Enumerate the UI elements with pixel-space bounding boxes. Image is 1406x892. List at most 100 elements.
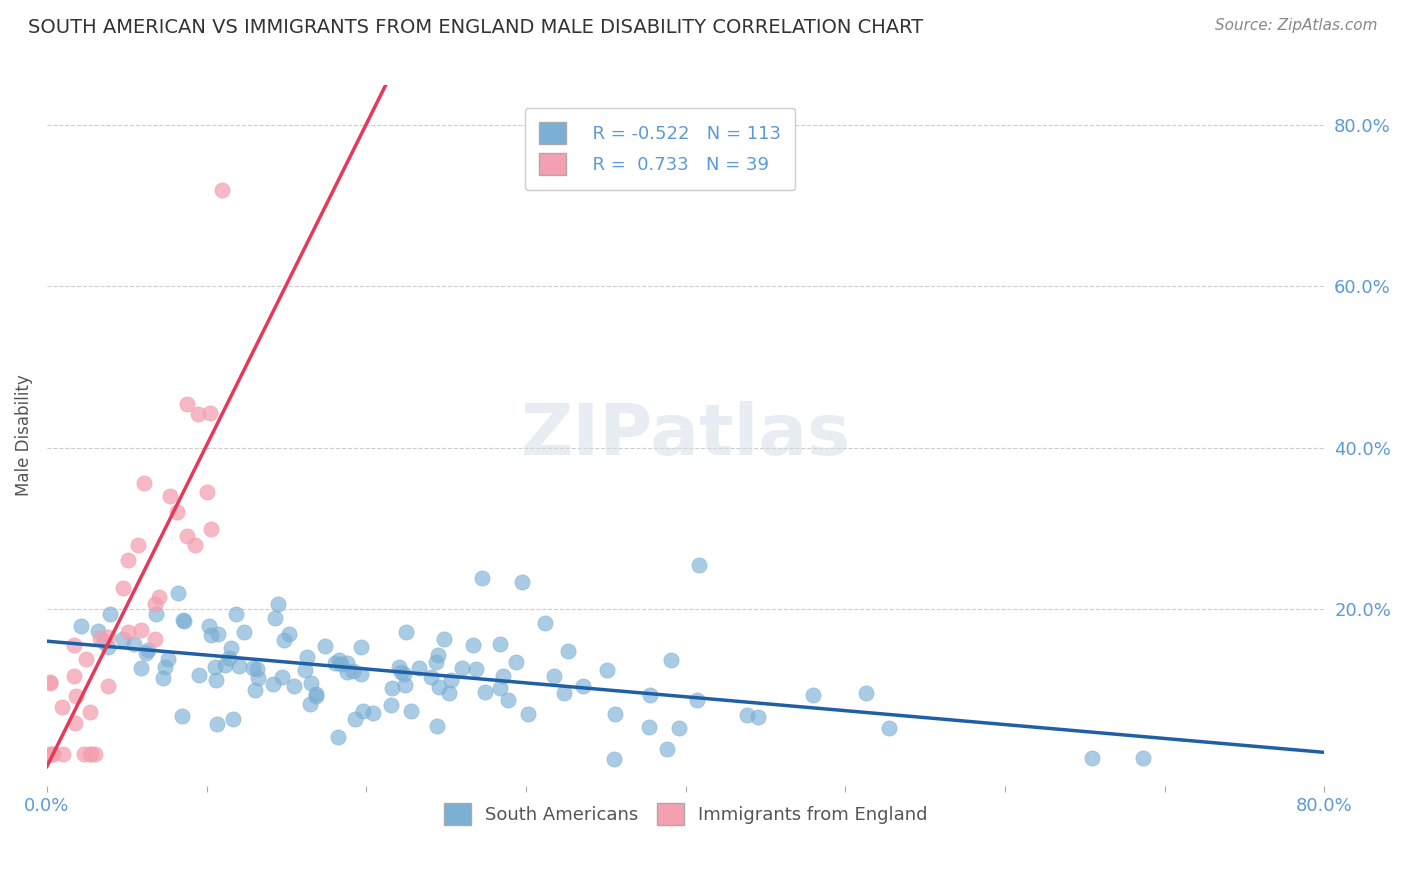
Point <box>247 671 270 685</box>
Point <box>394 678 416 692</box>
Point <box>167 586 190 600</box>
Point <box>65 715 87 730</box>
Point <box>219 641 242 656</box>
Point <box>233 625 256 640</box>
Point <box>326 731 349 745</box>
Point <box>1132 751 1154 765</box>
Point <box>51 700 73 714</box>
Point <box>314 639 336 653</box>
Point <box>433 632 456 646</box>
Point <box>172 613 194 627</box>
Point <box>72 747 94 762</box>
Point <box>75 652 97 666</box>
Point <box>425 656 447 670</box>
Point <box>492 669 515 683</box>
Legend: South Americans, Immigrants from England: South Americans, Immigrants from England <box>434 794 936 834</box>
Point <box>299 676 322 690</box>
Point <box>408 660 430 674</box>
Point <box>129 660 152 674</box>
Point <box>388 660 411 674</box>
Point <box>143 632 166 647</box>
Point <box>97 679 120 693</box>
Point <box>89 631 111 645</box>
Point <box>392 666 415 681</box>
Point <box>437 686 460 700</box>
Point <box>39 675 62 690</box>
Point <box>603 706 626 721</box>
Point <box>93 634 115 648</box>
Point <box>877 721 900 735</box>
Point <box>83 747 105 762</box>
Point <box>242 660 264 674</box>
Point <box>517 707 540 722</box>
Point <box>122 637 145 651</box>
Point <box>198 619 221 633</box>
Point <box>344 712 367 726</box>
Point <box>489 637 512 651</box>
Point <box>228 659 250 673</box>
Point <box>534 616 557 631</box>
Point <box>350 667 373 681</box>
Point <box>489 681 512 695</box>
Point <box>245 683 267 698</box>
Point <box>401 704 423 718</box>
Point <box>97 640 120 654</box>
Point <box>173 615 195 629</box>
Point <box>129 623 152 637</box>
Point <box>427 680 450 694</box>
Point <box>323 656 346 670</box>
Point <box>112 581 135 595</box>
Point <box>117 553 139 567</box>
Point <box>63 669 86 683</box>
Point <box>264 611 287 625</box>
Point <box>668 722 690 736</box>
Point <box>134 646 156 660</box>
Point <box>298 697 321 711</box>
Point <box>152 671 174 685</box>
Point <box>63 638 86 652</box>
Point <box>638 688 661 702</box>
Point <box>205 717 228 731</box>
Point <box>246 662 269 676</box>
Point <box>127 538 149 552</box>
Point <box>735 707 758 722</box>
Point <box>79 747 101 762</box>
Point <box>200 522 222 536</box>
Point <box>225 607 247 622</box>
Point <box>136 642 159 657</box>
Point <box>79 747 101 762</box>
Point <box>439 673 461 688</box>
Point <box>65 689 87 703</box>
Point <box>510 574 533 589</box>
Point <box>855 686 877 700</box>
Point <box>262 677 284 691</box>
Point <box>381 681 404 695</box>
Point <box>97 630 120 644</box>
Point <box>688 558 710 572</box>
Point <box>294 663 316 677</box>
Point <box>39 747 62 762</box>
Point <box>380 698 402 712</box>
Point <box>283 679 305 693</box>
Point <box>461 638 484 652</box>
Point <box>572 679 595 693</box>
Point <box>277 627 299 641</box>
Point <box>41 747 63 762</box>
Point <box>221 712 243 726</box>
Point <box>305 689 328 703</box>
Point <box>41 747 63 762</box>
Point <box>39 675 62 690</box>
Point <box>117 624 139 639</box>
Point <box>505 656 527 670</box>
Point <box>159 489 181 503</box>
Point <box>350 640 373 654</box>
Point <box>198 406 221 420</box>
Point <box>111 632 134 647</box>
Point <box>176 397 198 411</box>
Point <box>474 685 496 699</box>
Point <box>603 752 626 766</box>
Point <box>267 597 290 611</box>
Point <box>200 627 222 641</box>
Point <box>184 538 207 552</box>
Point <box>153 660 176 674</box>
